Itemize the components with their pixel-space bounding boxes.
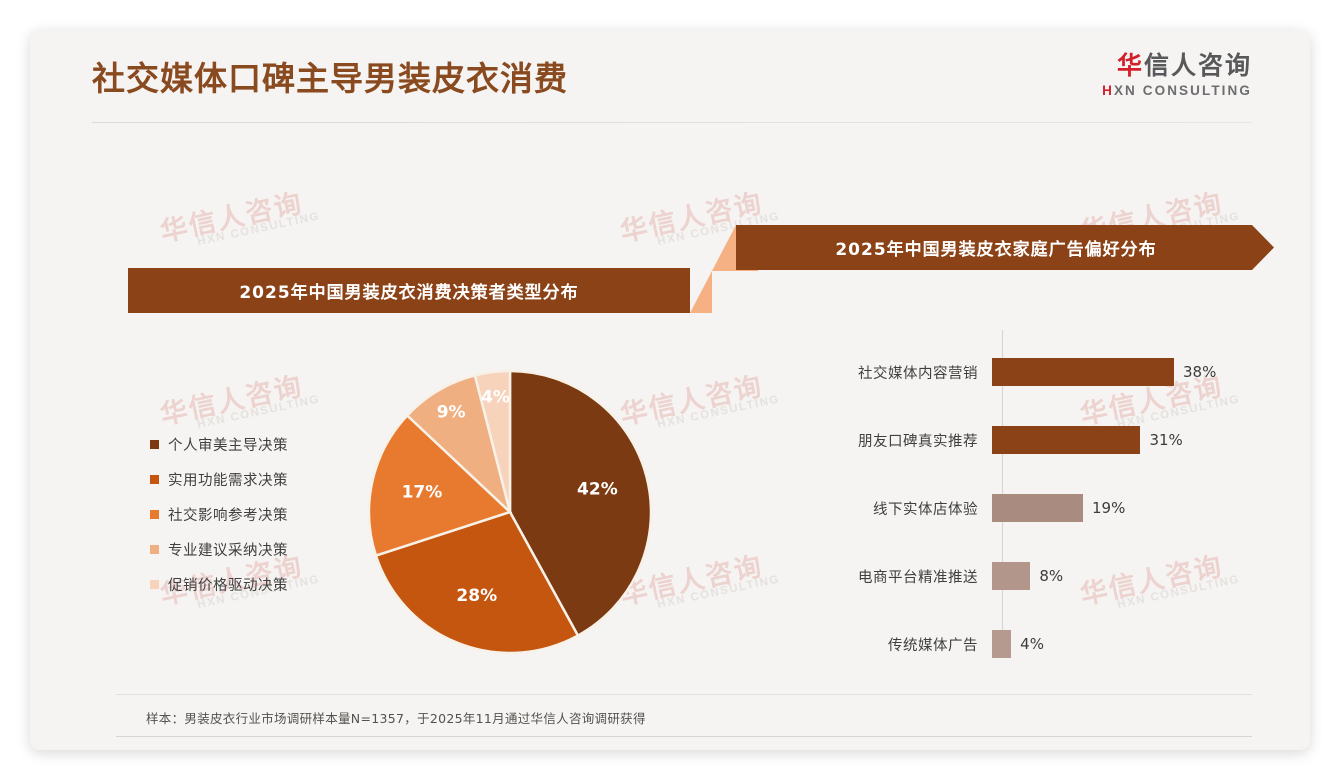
pie-slice-value-label: 42% (577, 480, 618, 500)
bar-track: 19% (992, 494, 1270, 522)
legend-swatch-icon (150, 440, 159, 449)
logo-chinese-rest: 信人咨询 (1143, 51, 1252, 80)
bar-track: 38% (992, 358, 1270, 386)
pie-slice[interactable] (508, 369, 653, 638)
bar-category-label: 电商平台精准推送 (858, 569, 978, 586)
logo-chinese-text: 华信人咨询 (1102, 51, 1252, 81)
pie-slice-value-label: 9% (437, 402, 466, 422)
bar-chart-row[interactable]: 传统媒体广告 4% (730, 630, 1270, 658)
pie-chart: 42% 28% 17% 9% 4% (360, 362, 660, 662)
slide-footer: ©2026.1 HXR华信人咨询 www.hxrcon.com (30, 736, 1310, 750)
legend-swatch-icon (150, 580, 159, 589)
legend-item-label: 个人审美主导决策 (168, 438, 288, 454)
pie-slice-value-label: 4% (481, 387, 510, 407)
legend-item-label: 专业建议采纳决策 (168, 543, 288, 559)
bar-chart-panel: 社交媒体内容营销 38% 朋友口碑真实推荐 31% 线下实体店体验 19% 电商平台精准推送… (730, 330, 1270, 660)
pie-slice-value-label: 28% (456, 586, 497, 606)
logo-english-text: HXN CONSULTING (1102, 83, 1252, 98)
page-title: 社交媒体口碑主导男装皮衣消费 (92, 59, 568, 98)
bar-fill[interactable] (992, 494, 1083, 522)
bar-value-label: 8% (1039, 567, 1064, 585)
pie-legend: 个人审美主导决策 实用功能需求决策 社交影响参考决策 专业建议采纳决策 促销价格驱动决策 (150, 434, 288, 609)
legend-swatch-icon (150, 475, 159, 484)
pie-slice-value-label: 17% (402, 482, 443, 502)
legend-item[interactable]: 实用功能需求决策 (150, 469, 288, 490)
pie-chart-svg: 42% 28% 17% 9% 4% (367, 369, 653, 655)
slide-canvas: 华信人咨询 HXN CONSULTING 华信人咨询 HXN CONSULTING 华信… (30, 30, 1310, 750)
pie-chart-panel: 个人审美主导决策 实用功能需求决策 社交影响参考决策 专业建议采纳决策 促销价格驱动决策… (128, 350, 688, 670)
bar-fill[interactable] (992, 562, 1031, 590)
bar-value-label: 31% (1149, 431, 1183, 449)
bar-category-label: 朋友口碑真实推荐 (858, 433, 978, 450)
pie-slice[interactable] (473, 369, 512, 513)
bar-value-label: 19% (1092, 499, 1126, 517)
watermark-chinese: 华信人咨询 (157, 187, 306, 248)
logo-h-character: H (1102, 82, 1114, 98)
legend-item-label: 实用功能需求决策 (168, 473, 288, 489)
legend-item-label: 社交影响参考决策 (168, 508, 288, 524)
bar-category-label: 社交媒体内容营销 (858, 365, 978, 382)
chart-banner-right: 2025年中国男装皮衣家庭广告偏好分布 (736, 225, 1274, 270)
bar-fill[interactable] (992, 358, 1174, 386)
pie-slice[interactable] (367, 413, 513, 558)
chart-banner-left: 2025年中国男装皮衣消费决策者类型分布 (128, 268, 690, 313)
bar-chart-axis-line (1002, 330, 1003, 638)
legend-item[interactable]: 社交影响参考决策 (150, 504, 288, 525)
legend-swatch-icon (150, 510, 159, 519)
bar-fill[interactable] (992, 426, 1141, 454)
bar-chart-row[interactable]: 朋友口碑真实推荐 31% (730, 426, 1270, 454)
legend-item-label: 促销价格驱动决策 (168, 578, 288, 594)
bar-chart-row[interactable]: 电商平台精准推送 8% (730, 562, 1270, 590)
bar-category-label: 传统媒体广告 (888, 637, 978, 654)
bar-category-label: 线下实体店体验 (873, 501, 978, 518)
legend-item[interactable]: 促销价格驱动决策 (150, 574, 288, 595)
bar-value-label: 38% (1183, 363, 1217, 381)
logo-english-rest: XN CONSULTING (1113, 82, 1252, 98)
bar-value-label: 4% (1020, 635, 1044, 653)
pie-slice[interactable] (374, 510, 580, 655)
logo-hua-character: 华 (1116, 51, 1144, 80)
footer-divider (116, 736, 1252, 737)
legend-item[interactable]: 个人审美主导决策 (150, 434, 288, 455)
sample-footnote: 样本：男装皮衣行业市场调研样本量N=1357，于2025年11月通过华信人咨询调… (146, 711, 646, 726)
legend-swatch-icon (150, 545, 159, 554)
bar-track: 4% (992, 630, 1270, 658)
legend-item[interactable]: 专业建议采纳决策 (150, 539, 288, 560)
header-divider (92, 122, 1252, 123)
bar-track: 31% (992, 426, 1270, 454)
company-logo: 华信人咨询 HXN CONSULTING (1102, 51, 1252, 98)
footnote-divider (116, 694, 1252, 695)
bar-chart-row[interactable]: 线下实体店体验 19% (730, 494, 1270, 522)
watermark-english: HXN CONSULTING (196, 210, 322, 249)
bar-chart-row[interactable]: 社交媒体内容营销 38% (730, 358, 1270, 386)
bar-fill[interactable] (992, 630, 1012, 658)
pie-slice[interactable] (405, 373, 513, 516)
bar-track: 8% (992, 562, 1270, 590)
slide-header: 社交媒体口碑主导男装皮衣消费 华信人咨询 HXN CONSULTING (30, 30, 1310, 130)
